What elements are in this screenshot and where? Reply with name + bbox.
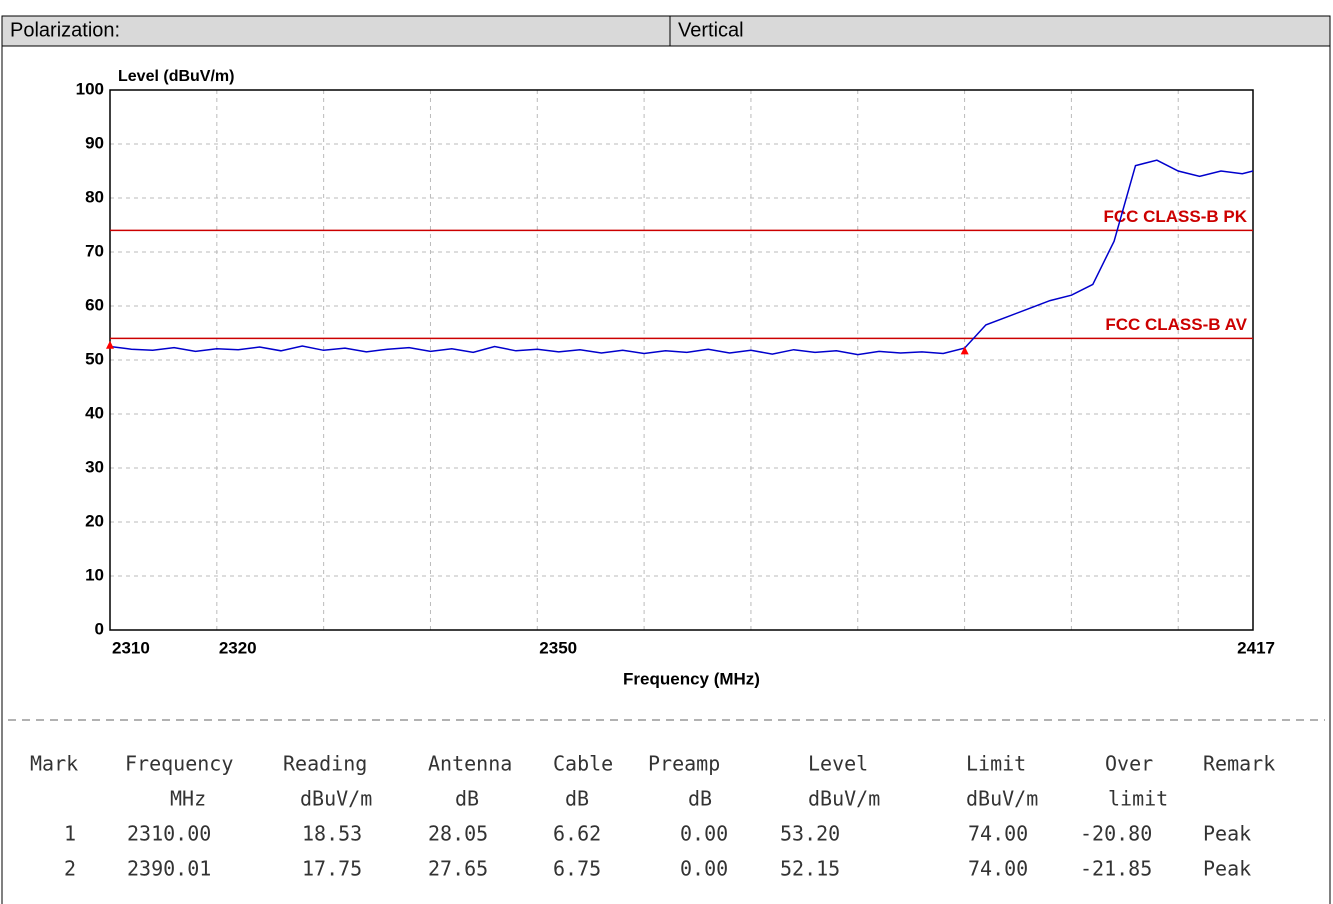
table-cell: 0.00 [680,857,728,881]
table-cell: 1 [64,822,76,846]
y-tick-label: 30 [85,457,104,476]
x-tick-label: 2310 [112,638,150,657]
table-cell: 74.00 [968,857,1028,881]
table-cell: 17.75 [302,857,362,881]
table-cell: 2 [64,857,76,881]
x-tick-label: 2417 [1237,638,1275,657]
table-header: limit [1108,787,1168,811]
table-cell: 28.05 [428,822,488,846]
table-header: Preamp [648,752,720,776]
y-tick-label: 10 [85,565,104,584]
y-axis-title: Level (dBuV/m) [118,68,234,85]
marker [106,340,114,349]
table-cell: -20.80 [1080,822,1152,846]
table-cell: 27.65 [428,857,488,881]
x-tick-label: 2350 [539,638,577,657]
table-header: Limit [966,752,1026,776]
table-cell: Peak [1203,822,1251,846]
table-header: Frequency [125,752,233,776]
table-header: dBuV/m [808,787,880,811]
table-cell: 6.62 [553,822,601,846]
y-tick-label: 80 [85,187,104,206]
table-header: Mark [30,752,78,776]
table-cell: 74.00 [968,822,1028,846]
y-tick-label: 40 [85,403,104,422]
y-tick-label: 90 [85,133,104,152]
x-tick-label: 2320 [219,638,257,657]
limit-label: FCC CLASS-B AV [1105,315,1247,334]
table-cell: 0.00 [680,822,728,846]
table-header: Cable [553,752,613,776]
y-tick-label: 20 [85,511,104,530]
table-header: Over [1105,752,1153,776]
table-cell: 2390.01 [127,857,211,881]
table-header: MHz [170,787,206,811]
y-tick-label: 60 [85,295,104,314]
table-cell: 6.75 [553,857,601,881]
table-cell: 53.20 [780,822,840,846]
y-tick-label: 100 [76,79,104,98]
table-header: Reading [283,752,367,776]
x-axis-title: Frequency (MHz) [623,669,760,688]
header-row [1,15,1331,47]
table-header: dB [565,787,589,811]
table-header: Antenna [428,752,512,776]
header-cell: Vertical [678,19,744,41]
y-tick-label: 0 [95,619,104,638]
marker [960,346,969,355]
table-cell: Peak [1203,857,1251,881]
y-tick-label: 70 [85,241,104,260]
table-header: Remark [1203,752,1275,776]
table-header: dBuV/m [300,787,372,811]
table-cell: 52.15 [780,857,840,881]
table-cell: 18.53 [302,822,362,846]
header-cell: Polarization: [10,19,120,41]
table-header: dBuV/m [966,787,1038,811]
limit-label: FCC CLASS-B PK [1103,207,1247,226]
y-tick-label: 50 [85,349,104,368]
table-cell: 2310.00 [127,822,211,846]
trace [109,159,1254,356]
table-header: dB [455,787,479,811]
table-header: dB [688,787,712,811]
table-header: Level [808,752,868,776]
plot-frame [109,89,1254,631]
frame [1,45,1331,904]
table-cell: -21.85 [1080,857,1152,881]
